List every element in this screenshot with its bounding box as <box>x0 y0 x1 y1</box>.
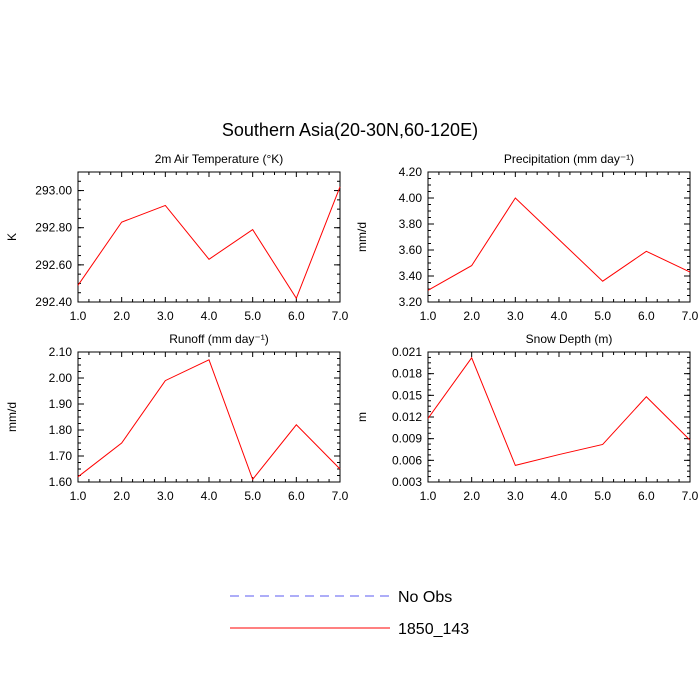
x-tick-label: 1.0 <box>70 489 87 503</box>
panel-title: 2m Air Temperature (°K) <box>155 152 284 166</box>
x-tick-label: 1.0 <box>420 489 437 503</box>
x-tick-label: 4.0 <box>551 489 568 503</box>
y-tick-label: 0.015 <box>392 388 422 402</box>
y-tick-label: 2.00 <box>49 371 73 385</box>
x-tick-label: 3.0 <box>157 309 174 323</box>
panel-runoff: Runoff (mm day⁻¹) mm/d 1.0 2.0 3.0 4.0 5.0 6.0 7… <box>5 332 349 503</box>
series-line-air-temperature <box>77 186 341 300</box>
x-tick-label: 5.0 <box>244 489 261 503</box>
y-tick-label: 1.80 <box>49 423 73 437</box>
x-tick-label: 4.0 <box>201 309 218 323</box>
x-tick-label: 4.0 <box>201 489 218 503</box>
x-tick-label: 2.0 <box>463 489 480 503</box>
y-tick-label: 0.018 <box>392 367 422 381</box>
x-tick-label: 7.0 <box>682 489 699 503</box>
series-line-precipitation <box>427 197 691 291</box>
legend: No Obs 1850_143 <box>230 589 469 638</box>
y-tick-label: 1.70 <box>49 449 73 463</box>
y-tick-label: 0.009 <box>392 432 422 446</box>
x-tick-label: 2.0 <box>113 309 130 323</box>
x-tick-label: 3.0 <box>157 489 174 503</box>
y-tick-label: 292.80 <box>35 221 72 235</box>
y-axis-label: m <box>355 412 369 422</box>
y-tick-label: 293.00 <box>35 184 72 198</box>
y-tick-label: 0.003 <box>392 475 422 489</box>
panel-title: Precipitation (mm day⁻¹) <box>504 152 634 166</box>
legend-label-1850-143: 1850_143 <box>398 621 469 638</box>
x-tick-label: 5.0 <box>594 489 611 503</box>
y-tick-label: 3.60 <box>399 243 423 257</box>
panel-title: Runoff (mm day⁻¹) <box>169 332 268 346</box>
y-tick-label: 2.10 <box>49 345 73 359</box>
y-axis-label: mm/d <box>5 402 19 432</box>
y-tick-label: 4.00 <box>399 191 423 205</box>
x-tick-label: 1.0 <box>420 309 437 323</box>
x-tick-label: 3.0 <box>507 309 524 323</box>
y-tick-label: 0.021 <box>392 345 422 359</box>
x-tick-label: 2.0 <box>463 309 480 323</box>
y-tick-label: 4.20 <box>399 165 423 179</box>
y-axis-label: mm/d <box>355 222 369 252</box>
y-tick-label: 1.60 <box>49 475 73 489</box>
x-tick-label: 7.0 <box>682 309 699 323</box>
panel-precipitation: Precipitation (mm day⁻¹) mm/d 1.0 2.0 3.0 4.0… <box>355 152 699 323</box>
x-tick-label: 6.0 <box>638 489 655 503</box>
x-tick-label: 7.0 <box>332 489 349 503</box>
y-axis-label: K <box>5 233 19 241</box>
series-line-runoff <box>77 359 341 481</box>
y-tick-label: 292.60 <box>35 258 72 272</box>
x-tick-label: 6.0 <box>288 309 305 323</box>
figure-title: Southern Asia(20-30N,60-120E) <box>222 120 478 140</box>
panel-snow-depth: Snow Depth (m) m 1.0 2.0 3.0 4.0 5.0 6.0 7.0 0.00… <box>355 332 699 503</box>
y-tick-label: 0.006 <box>392 453 422 467</box>
x-tick-label: 6.0 <box>288 489 305 503</box>
panel-title: Snow Depth (m) <box>526 332 613 346</box>
y-tick-label: 3.40 <box>399 269 423 283</box>
panel-air-temperature: 2m Air Temperature (°K) K 1.0 2.0 3.0 4.0 5.0 6… <box>5 152 349 323</box>
y-tick-label: 3.20 <box>399 295 423 309</box>
x-tick-label: 1.0 <box>70 309 87 323</box>
chart-panels: 2m Air Temperature (°K) K 1.0 2.0 3.0 4.0 5.0 6… <box>5 152 699 503</box>
x-tick-label: 5.0 <box>244 309 261 323</box>
x-tick-label: 6.0 <box>638 309 655 323</box>
x-tick-label: 4.0 <box>551 309 568 323</box>
x-tick-label: 5.0 <box>594 309 611 323</box>
legend-label-no-obs: No Obs <box>398 589 452 606</box>
y-tick-label: 292.40 <box>35 295 72 309</box>
x-tick-label: 7.0 <box>332 309 349 323</box>
series-line-snow-depth <box>427 356 691 466</box>
x-tick-label: 3.0 <box>507 489 524 503</box>
y-tick-label: 0.012 <box>392 410 422 424</box>
y-tick-label: 1.90 <box>49 397 73 411</box>
x-tick-label: 2.0 <box>113 489 130 503</box>
y-tick-label: 3.80 <box>399 217 423 231</box>
